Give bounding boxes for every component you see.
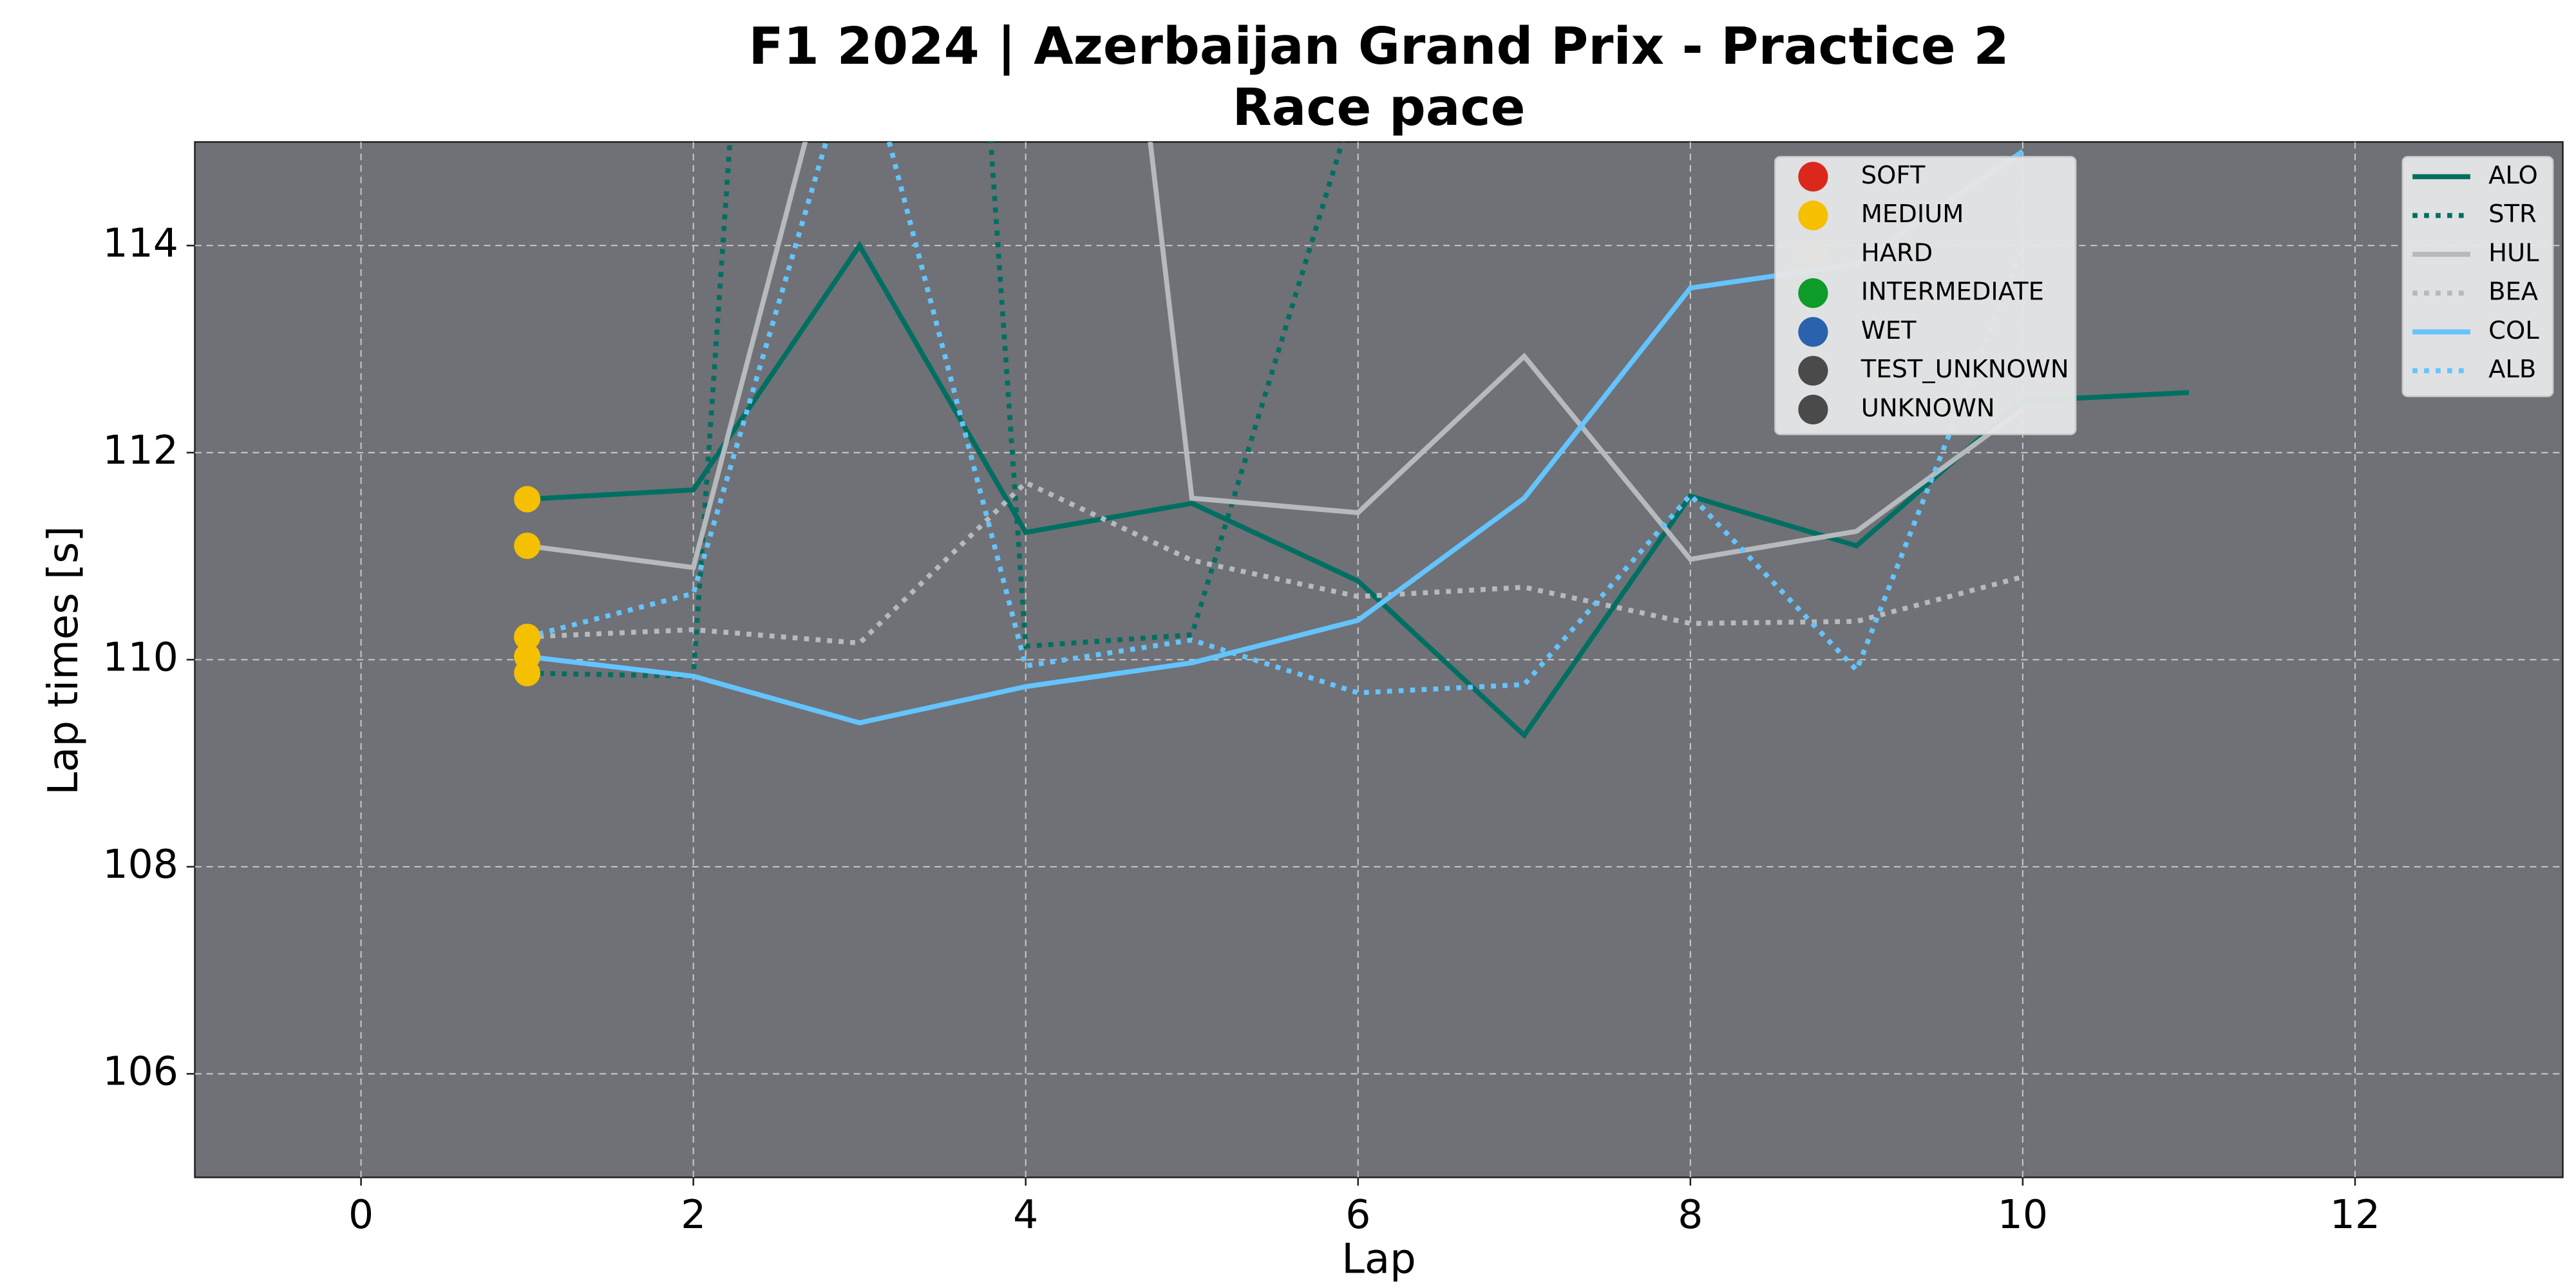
- legend-label: SOFT: [1861, 161, 1926, 190]
- series-line: [527, 479, 2023, 646]
- legend-label: COL: [2488, 316, 2539, 345]
- x-tick-label: 6: [1345, 1191, 1370, 1238]
- compound-marker: [514, 533, 541, 560]
- x-tick-label: 8: [1678, 1191, 1703, 1238]
- series-line: [527, 149, 2025, 726]
- legend-label: ALB: [2488, 355, 2536, 384]
- legend-label: BEA: [2488, 278, 2538, 307]
- y-tick-label: 110: [103, 634, 178, 680]
- legend-label: ALO: [2488, 161, 2538, 190]
- x-tick-label: 0: [348, 1191, 374, 1238]
- chart-title: F1 2024 | Azerbaijan Grand Prix - Practi…: [748, 16, 2009, 77]
- legend-label: INTERMEDIATE: [1861, 278, 2044, 307]
- legend-marker: [1798, 239, 1828, 269]
- y-tick-label: 112: [103, 427, 178, 473]
- legend-label: MEDIUM: [1861, 200, 1964, 229]
- plot-lines: [514, 142, 2190, 739]
- legend-box: [1774, 156, 2077, 435]
- series-line: [527, 142, 2025, 571]
- legend-label: WET: [1861, 316, 1917, 345]
- y-axis-label: Lap times [s]: [40, 526, 88, 795]
- series-line: [526, 142, 2025, 696]
- legend-label: HARD: [1861, 238, 1933, 267]
- x-tick-label: 12: [2330, 1191, 2380, 1238]
- legend-marker: [1798, 394, 1828, 424]
- legend-label: UNKNOWN: [1861, 393, 1995, 422]
- x-tick-label: 4: [1013, 1191, 1038, 1238]
- legend-marker: [1798, 200, 1828, 231]
- x-axis-label: Lap: [1341, 1236, 1416, 1283]
- series-line: [527, 241, 2190, 739]
- x-tick-label: 2: [681, 1191, 706, 1238]
- legend-label: TEST_UNKNOWN: [1861, 355, 2069, 384]
- y-tick-label: 108: [103, 841, 178, 887]
- legend-label: HUL: [2488, 238, 2539, 267]
- y-tick-label: 114: [103, 220, 178, 266]
- compound-marker: [514, 486, 541, 513]
- compound-marker: [514, 643, 541, 670]
- y-tick-label: 106: [103, 1048, 178, 1095]
- chart-subtitle: Race pace: [1233, 77, 1526, 137]
- legend-label: STR: [2488, 200, 2537, 229]
- x-tick-label: 10: [1998, 1191, 2048, 1238]
- legend-marker: [1798, 278, 1828, 308]
- legend-marker: [1798, 317, 1828, 347]
- legend-marker: [1798, 355, 1828, 386]
- compound-marker: [514, 623, 541, 650]
- legend-marker: [1798, 162, 1828, 192]
